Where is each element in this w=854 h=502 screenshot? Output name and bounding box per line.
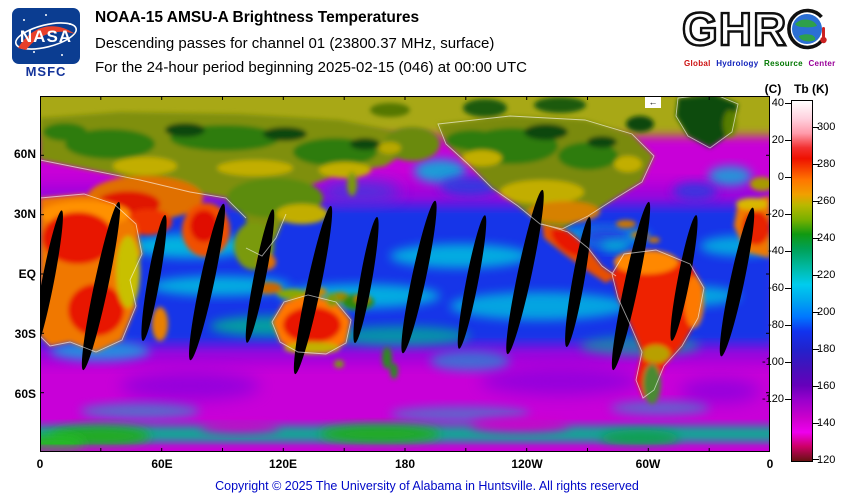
- tick: [813, 127, 819, 128]
- ghrc-tagline-word: Resource: [764, 59, 803, 68]
- colorbar-celsius-label: -120: [761, 393, 784, 405]
- tick: [785, 325, 791, 326]
- map-frame: [40, 96, 770, 452]
- colorbar-celsius-label: 40: [771, 97, 784, 109]
- nasa-logo: NASA: [12, 8, 80, 64]
- tick: [785, 288, 791, 289]
- colorbar-kelvin-label: 200: [817, 306, 836, 318]
- colorbar-celsius-label: -100: [761, 356, 784, 368]
- brightness-temperature-map: [40, 96, 770, 452]
- colorbar-kelvin-label: 220: [817, 269, 836, 281]
- ghrc-tagline-word: Hydrology: [716, 59, 759, 68]
- lat-label: EQ: [18, 267, 36, 281]
- lon-label: 120W: [511, 457, 543, 471]
- nasa-wordmark: NASA: [20, 27, 72, 46]
- graticule-ticks: [40, 96, 770, 452]
- tick: [813, 164, 819, 165]
- nasa-insignia-icon: NASA: [12, 8, 80, 64]
- colorbar-kelvin-label: 120: [817, 454, 836, 466]
- lon-label: 0: [36, 457, 44, 471]
- copyright-notice: Copyright © 2025 The University of Alaba…: [215, 479, 639, 493]
- direction-indicator: ←: [645, 97, 661, 108]
- lat-label: 30S: [14, 327, 36, 341]
- map-canvas: [40, 96, 770, 452]
- tick: [785, 140, 791, 141]
- colorbar-celsius-label: 0: [777, 171, 784, 183]
- ghrc-tagline-word: Center: [808, 59, 836, 68]
- ghrc-tagline: Global Hydrology Resource Center: [684, 59, 839, 68]
- colorbar-celsius-label: 20: [771, 134, 784, 146]
- lat-label: 60N: [13, 147, 36, 161]
- colorbar-kelvin-label: 300: [817, 121, 836, 133]
- colorbar-kelvin-label: 160: [817, 380, 836, 392]
- tick: [813, 312, 819, 313]
- subtitle-channel: Descending passes for channel 01 (23800.…: [95, 35, 495, 52]
- swath-gaps: [40, 189, 755, 375]
- ghrc-globe-icon: [787, 8, 827, 50]
- ghrc-tagline-word: Global: [684, 59, 711, 68]
- tick: [813, 201, 819, 202]
- tick: [813, 238, 819, 239]
- colorbar-kelvin-label: 260: [817, 195, 836, 207]
- tick: [785, 214, 791, 215]
- lat-label: 60S: [14, 387, 36, 401]
- tick: [813, 275, 819, 276]
- colorbar-kelvin-label: 280: [817, 158, 836, 170]
- tick: [785, 103, 791, 104]
- colorbar-celsius-label: -40: [768, 245, 784, 257]
- colorbar-kelvin-label: 240: [817, 232, 836, 244]
- colorbar-celsius-label: -60: [768, 282, 784, 294]
- colorbar-unit-celsius: (C): [764, 82, 782, 96]
- colorbar-unit-kelvin: Tb (K): [794, 82, 829, 96]
- lon-label: 0: [766, 457, 774, 471]
- coastlines: [40, 96, 739, 399]
- tick: [813, 423, 819, 424]
- lon-label: 60W: [635, 457, 661, 471]
- colorbar-kelvin-label: 140: [817, 417, 836, 429]
- lon-label: 180: [394, 457, 416, 471]
- ghrc-logo: GHR Global Hydrology Resource Center: [681, 3, 850, 76]
- colorbar-kelvin-label: 180: [817, 343, 836, 355]
- tick: [785, 362, 791, 363]
- tick: [785, 177, 791, 178]
- ghrc-wordmark: GHR: [681, 3, 788, 55]
- lon-label: 60E: [151, 457, 173, 471]
- tick: [785, 251, 791, 252]
- colorbar-celsius-label: -20: [768, 208, 784, 220]
- colorbar-celsius-label: -80: [768, 319, 784, 331]
- msfc-label: MSFC: [25, 64, 67, 79]
- tick: [785, 399, 791, 400]
- tick: [813, 386, 819, 387]
- page-title: NOAA-15 AMSU-A Brightness Temperatures: [95, 9, 420, 26]
- lon-label: 120E: [268, 457, 298, 471]
- colorbar: [791, 100, 813, 462]
- tick: [813, 349, 819, 350]
- tick: [813, 459, 819, 460]
- lat-label: 30N: [13, 207, 36, 221]
- subtitle-period: For the 24-hour period beginning 2025-02…: [95, 59, 527, 76]
